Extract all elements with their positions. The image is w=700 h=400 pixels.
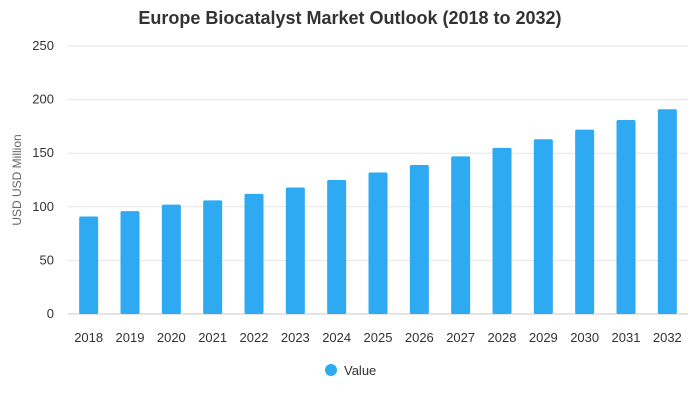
bar-2019[interactable]	[120, 211, 140, 314]
x-tick-label: 2027	[446, 330, 475, 345]
x-tick-label: 2020	[157, 330, 186, 345]
x-tick-label: 2030	[570, 330, 599, 345]
y-axis-label: USD USD Million	[10, 134, 24, 225]
bar-2023[interactable]	[285, 187, 305, 314]
bar-2032[interactable]	[657, 109, 677, 314]
x-tick-label: 2026	[405, 330, 434, 345]
bar-2029[interactable]	[533, 139, 553, 314]
y-tick-label: 100	[32, 199, 54, 214]
bar-2031[interactable]	[616, 119, 636, 314]
chart-title: Europe Biocatalyst Market Outlook (2018 …	[138, 8, 561, 28]
bar-2018[interactable]	[79, 216, 99, 314]
bar-2026[interactable]	[409, 164, 429, 314]
y-tick-label: 0	[47, 306, 54, 321]
y-axis-ticks: 0 50 100 150 200 250	[32, 38, 54, 321]
x-tick-label: 2022	[240, 330, 269, 345]
x-tick-label: 2023	[281, 330, 310, 345]
y-tick-label: 150	[32, 145, 54, 160]
x-tick-label: 2025	[364, 330, 393, 345]
bar-2021[interactable]	[203, 200, 223, 314]
x-tick-label: 2021	[198, 330, 227, 345]
bar-2028[interactable]	[492, 147, 512, 314]
legend-label: Value	[344, 363, 376, 378]
legend[interactable]: Value	[325, 363, 376, 378]
bar-2030[interactable]	[575, 129, 595, 314]
y-tick-label: 200	[32, 92, 54, 107]
bar-2020[interactable]	[161, 204, 181, 314]
bar-2022[interactable]	[244, 193, 264, 314]
bar-2027[interactable]	[451, 156, 471, 314]
x-tick-label: 2018	[74, 330, 103, 345]
x-tick-label: 2032	[653, 330, 682, 345]
x-tick-label: 2024	[322, 330, 351, 345]
x-tick-label: 2019	[116, 330, 145, 345]
x-tick-label: 2029	[529, 330, 558, 345]
bar-2025[interactable]	[368, 172, 388, 314]
bar-2024[interactable]	[327, 180, 347, 314]
legend-swatch	[325, 364, 337, 376]
x-axis-ticks: 2018 2019 2020 2021 2022 2023 2024 2025 2026 2027…	[74, 330, 682, 345]
y-tick-label: 50	[40, 252, 54, 267]
bars	[79, 109, 677, 314]
x-tick-label: 2028	[488, 330, 517, 345]
x-tick-label: 2031	[612, 330, 641, 345]
y-tick-label: 250	[32, 38, 54, 53]
